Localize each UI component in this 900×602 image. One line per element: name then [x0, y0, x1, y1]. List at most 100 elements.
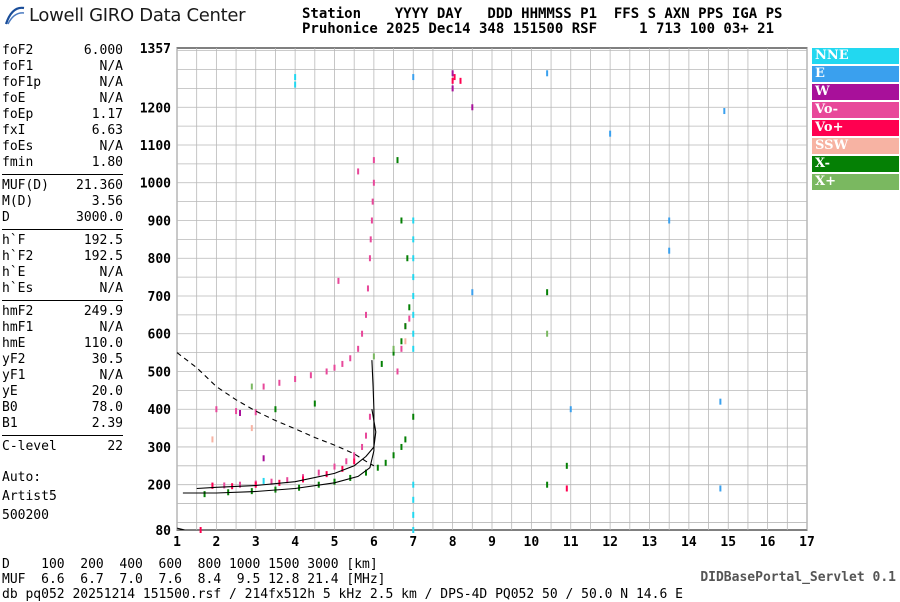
data-point — [302, 476, 304, 483]
param-name: MUF(D) — [2, 178, 49, 193]
x-tick-label: 17 — [799, 535, 815, 550]
muf-row: MUF 6.6 6.7 7.0 7.6 8.4 9.5 12.8 21.4 [M… — [2, 572, 386, 587]
data-point — [199, 527, 202, 533]
data-point — [294, 376, 297, 383]
data-point — [459, 77, 462, 84]
data-point — [365, 469, 367, 476]
chart-grid — [176, 47, 808, 531]
param-name: fmin — [2, 155, 34, 170]
param-row: h`E N/A — [2, 265, 123, 281]
logo-text: Lowell GIRO Data Center — [29, 4, 246, 26]
param-row: yF1 N/A — [2, 368, 123, 384]
param-value: N/A — [99, 368, 123, 383]
data-point — [235, 408, 238, 415]
data-point — [546, 330, 549, 337]
data-point — [412, 330, 415, 337]
param-name: B1 — [2, 416, 18, 431]
param-name: h`F2 — [2, 249, 34, 264]
data-point — [211, 482, 214, 489]
param-name: yF2 — [2, 352, 26, 367]
y-tick-label: 1100 — [140, 139, 171, 154]
x-tick-label: 13 — [642, 535, 658, 550]
series-x — [203, 157, 568, 498]
param-row: foF2 6.000 — [2, 43, 123, 59]
param-value: 1.17 — [91, 107, 123, 122]
param-value: N/A — [99, 281, 123, 296]
data-point — [719, 398, 722, 405]
param-row: foEs N/A — [2, 139, 123, 155]
data-point — [380, 360, 383, 367]
y-tick-label: 300 — [148, 441, 172, 456]
auto-label: Auto: — [2, 470, 42, 485]
data-point — [412, 527, 415, 533]
data-point — [274, 406, 277, 413]
param-value: 6.000 — [83, 43, 123, 58]
param-value: 192.5 — [83, 249, 123, 264]
data-point — [412, 511, 415, 518]
param-value: N/A — [99, 59, 123, 74]
data-point — [215, 406, 218, 413]
header-line2: Pruhonice 2025 Dec14 348 151500 RSF 1 71… — [302, 21, 775, 37]
data-point — [565, 462, 568, 469]
data-point — [250, 383, 253, 390]
param-separator — [2, 174, 123, 175]
data-point — [569, 406, 572, 413]
data-point — [294, 74, 297, 81]
data-point — [408, 304, 411, 311]
data-point — [211, 436, 214, 443]
x-tick-label: 7 — [409, 535, 417, 550]
param-name: h`Es — [2, 281, 34, 296]
data-point — [365, 311, 367, 318]
param-row: h`F 192.5 — [2, 233, 123, 249]
series-vo — [199, 74, 568, 533]
param-name: foF1 — [2, 59, 34, 74]
param-value: N/A — [99, 91, 123, 106]
data-point — [400, 345, 403, 352]
legend-item: Vo+ — [812, 120, 899, 136]
header-line1: Station YYYY DAY DDD HHMMSS P1 FFS S AXN… — [302, 6, 783, 22]
param-row: foEp 1.17 — [2, 107, 123, 123]
auto-artist: Artist5 — [2, 489, 57, 504]
y-tick-label: 1357 — [140, 42, 171, 57]
data-point — [325, 471, 328, 478]
data-point — [406, 255, 409, 262]
data-point — [372, 353, 375, 360]
param-value: N/A — [99, 75, 123, 90]
data-point — [372, 179, 375, 186]
data-point — [392, 452, 395, 459]
param-name: yF1 — [2, 368, 26, 383]
data-point — [546, 481, 549, 488]
chart-points — [199, 70, 726, 533]
file-info: db pq052 20251214 151500.rsf / 214fx512h… — [2, 587, 683, 602]
data-point — [400, 338, 403, 345]
data-point — [370, 217, 373, 224]
param-name: hmF2 — [2, 304, 34, 319]
data-point — [278, 379, 281, 386]
param-value: 6.63 — [91, 123, 123, 138]
param-separator — [2, 300, 123, 301]
auto-section: Auto: Artist5 500200 — [2, 468, 57, 525]
data-point — [668, 217, 671, 224]
param-name: C-level — [2, 439, 57, 454]
param-row: B0 78.0 — [2, 400, 123, 416]
param-separator — [2, 435, 123, 436]
data-point — [349, 474, 352, 481]
servlet-label: DIDBasePortal_Servlet 0.1 — [700, 570, 896, 585]
data-point — [250, 425, 253, 432]
x-tick-label: 8 — [449, 535, 457, 550]
param-value: 2.39 — [91, 416, 123, 431]
legend-item: Vo- — [812, 102, 899, 118]
param-row: h`Es N/A — [2, 281, 123, 297]
param-name: foEs — [2, 139, 34, 154]
y-tick-label: 500 — [148, 365, 172, 380]
data-point — [333, 463, 336, 470]
param-value: N/A — [99, 265, 123, 280]
low-trace-curve — [176, 527, 186, 531]
data-point — [400, 217, 403, 224]
legend-item: NNE — [812, 48, 899, 64]
x-tick-label: 9 — [488, 535, 496, 550]
data-point — [376, 464, 379, 471]
data-point — [333, 364, 336, 371]
data-point — [239, 409, 241, 416]
